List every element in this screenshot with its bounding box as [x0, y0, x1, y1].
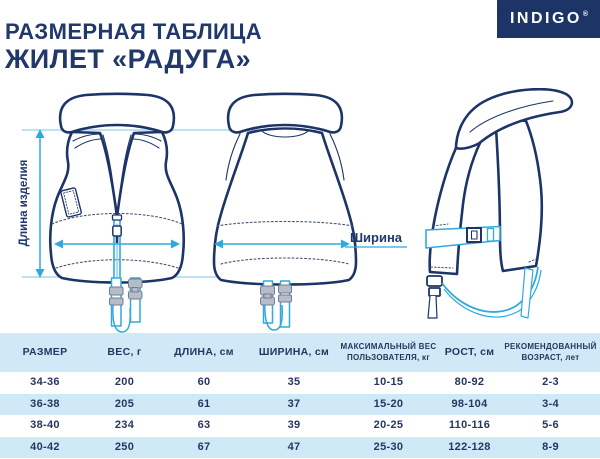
side-vest-straps: [425, 225, 542, 319]
table-cell: 205: [114, 397, 135, 410]
column-header: РОСТ, см: [444, 345, 495, 358]
strap-buckles: [109, 278, 143, 306]
table-cell: 47: [287, 440, 301, 453]
waist-buckle: [466, 227, 482, 243]
table-cell: 2-3: [542, 375, 559, 388]
size-table-body: 34-36 200 60 35 10-15 80-92 2-3 36-38 205 61 37 15-…: [0, 372, 600, 459]
zipper-top-stop: [111, 214, 123, 221]
back-vest-drawing: [212, 92, 358, 286]
length-dimension-arrow: Длина изделия: [18, 129, 45, 278]
table-row: 40-42 250 67 47 25-30 122-128 8-9: [0, 436, 600, 459]
table-row: 38-40 234 63 39 20-25 110-116 5-6: [0, 415, 600, 437]
registered-mark-icon: ®: [582, 10, 589, 18]
table-cell: 34-36: [30, 375, 60, 388]
table-cell: 8-9: [542, 440, 559, 453]
front-pocket: [60, 187, 82, 218]
table-cell: 110-116: [448, 419, 491, 432]
front-seam-lines: [51, 212, 183, 269]
zipper-slider: [112, 225, 122, 237]
front-vest-straps: [109, 277, 143, 333]
table-cell: 39: [287, 419, 301, 432]
table-cell: 37: [287, 397, 301, 410]
table-cell: 35: [287, 375, 301, 388]
table-cell: 63: [197, 419, 211, 432]
table-cell: 67: [197, 440, 211, 453]
page-subtitle: РАЗМЕРНАЯ ТАБЛИЦА: [5, 19, 262, 44]
width-label: Ширина: [350, 230, 403, 245]
brand-name: INDIGO: [509, 10, 582, 27]
size-table-header: РАЗМЕР ВЕС, г ДЛИНА, см ШИРИНА, см МАКСИМАЛЬ…: [0, 333, 600, 372]
vest-diagram: Длина изделия: [18, 88, 574, 333]
table-cell: 60: [197, 375, 211, 388]
table-cell: 38-40: [30, 419, 60, 432]
table-row: 34-36 200 60 35 10-15 80-92 2-3: [0, 372, 600, 394]
size-table: РАЗМЕР ВЕС, г ДЛИНА, см ШИРИНА, см МАКСИМАЛЬ…: [0, 333, 600, 459]
side-seam-lines: [430, 223, 537, 269]
strap-buckles: [260, 284, 292, 306]
table-cell: 20-25: [373, 419, 404, 432]
side-bottom-buckle: [426, 275, 443, 319]
column-header: РАЗМЕР: [22, 345, 68, 358]
back-seam-lines: [216, 220, 354, 265]
back-width-arrow: Ширина: [214, 230, 407, 249]
table-cell: 80-92: [454, 375, 485, 388]
front-width-arrow: [54, 239, 180, 249]
table-cell: 40-42: [30, 440, 60, 453]
table-cell: 250: [114, 440, 135, 453]
page-title: ЖИЛЕТ «РАДУГА»: [5, 44, 251, 75]
table-cell: 5-6: [542, 419, 559, 432]
front-vest-drawing: [48, 92, 186, 284]
brand-logo: INDIGO ®: [497, 0, 600, 38]
column-header: ШИРИНА, см: [258, 345, 330, 358]
table-cell: 122-128: [448, 440, 491, 453]
column-header: МАКСИМАЛЬНЫЙ ВЕС ПОЛЬЗОВАТЕЛЯ, кг: [340, 342, 437, 362]
table-cell: 36-38: [30, 397, 60, 410]
table-cell: 234: [114, 419, 135, 432]
table-row: 36-38 205 61 37 15-20 98-104 3-4: [0, 393, 600, 416]
zipper-pull: [115, 236, 119, 243]
table-cell: 200: [114, 375, 135, 388]
table-cell: 15-20: [373, 397, 404, 410]
table-cell: 10-15: [373, 375, 404, 388]
table-cell: 3-4: [542, 397, 559, 410]
side-vest-drawing: [426, 88, 574, 319]
table-cell: 61: [197, 397, 211, 410]
table-cell: 98-104: [451, 397, 488, 410]
column-header: ВЕС, г: [107, 345, 142, 358]
title-block: РАЗМЕРНАЯ ТАБЛИЦА ЖИЛЕТ «РАДУГА»: [5, 19, 262, 75]
column-header: ДЛИНА, см: [174, 345, 234, 358]
back-vest-straps: [260, 280, 292, 331]
length-label: Длина изделия: [18, 160, 30, 247]
table-cell: 25-30: [373, 440, 404, 453]
column-header: РЕКОМЕНДОВАННЫЙ ВОЗРАСТ, лет: [504, 342, 597, 362]
